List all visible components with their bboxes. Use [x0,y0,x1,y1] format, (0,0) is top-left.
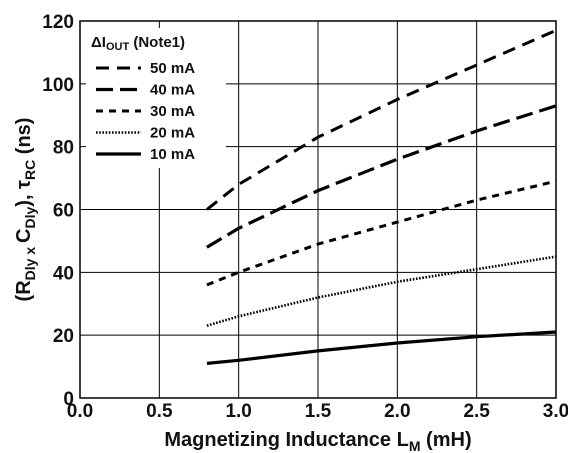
y-axis-title-part-1: Dly [22,258,38,280]
x-tick-label-6: 3.0 [543,401,568,422]
y-axis-title-part-2: x [22,243,38,259]
x-axis-title-main: Magnetizing Inductance L [164,429,408,451]
legend-background [86,28,226,168]
x-tick-label-2: 1.0 [225,401,251,422]
y-tick-label-0: 0 [63,389,74,410]
series-line-30-ma [206,179,557,287]
legend-label-2: 30 mA [150,103,195,120]
series-line-50-ma [205,29,557,211]
y-axis-title-part-8: (ns) [13,118,35,160]
y-tick-label-1: 20 [53,326,74,347]
series-layer [205,29,557,365]
legend-title-suffix: (Note1) [129,34,185,51]
y-tick-label-4: 80 [53,138,74,159]
x-tick-label-5: 2.5 [463,401,490,422]
y-axis-title-part-6: τ [13,180,35,189]
y-tick-label-6: 120 [42,12,74,33]
legend-label-0: 50 mA [150,60,195,77]
y-tick-labels: 0 20 40 60 80 100 120 [42,12,74,410]
x-tick-label-0: 0.0 [67,401,93,422]
y-tick-label-3: 60 [53,201,74,222]
series-line-40-ma [206,104,557,249]
x-axis-title-sub: M [409,438,421,453]
x-tick-label-1: 0.5 [146,401,173,422]
legend-title-delta: ΔI [91,34,106,51]
y-tick-label-2: 40 [53,263,74,284]
x-tick-label-3: 1.5 [305,401,332,422]
legend-items: 50 mA 40 mA 30 mA 20 mA 10 mA [96,60,195,163]
legend-title: ΔIOUT (Note1) [91,34,185,53]
y-axis-title-part-3: C [13,229,35,243]
series-line-20-ma [206,255,557,327]
legend: ΔIOUT (Note1) 50 mA 40 mA 30 mA 20 mA 10 mA [86,28,226,168]
x-axis-title-unit: (mH) [421,429,472,451]
legend-label-3: 20 mA [150,125,195,142]
y-axis-title-part-5: ), [13,189,35,207]
legend-title-sub: OUT [106,41,130,53]
x-axis-title: Magnetizing Inductance LM (mH) [164,429,471,453]
y-axis-title: (RDly x CDly), τRC (ns) [13,118,38,302]
y-axis-title-part-7: RC [22,160,38,180]
legend-label-4: 10 mA [150,146,195,163]
plot-frame [79,20,557,399]
legend-label-1: 40 mA [150,82,195,99]
y-tick-label-5: 100 [42,75,74,96]
series-line-10-ma [206,330,557,365]
y-axis-title-part-4: Dly [22,207,38,229]
y-axis-title-part-0: (R [13,280,35,302]
x-tick-labels: 0.0 0.5 1.0 1.5 2.0 2.5 3.0 [67,401,568,422]
x-tick-label-4: 2.0 [384,401,410,422]
